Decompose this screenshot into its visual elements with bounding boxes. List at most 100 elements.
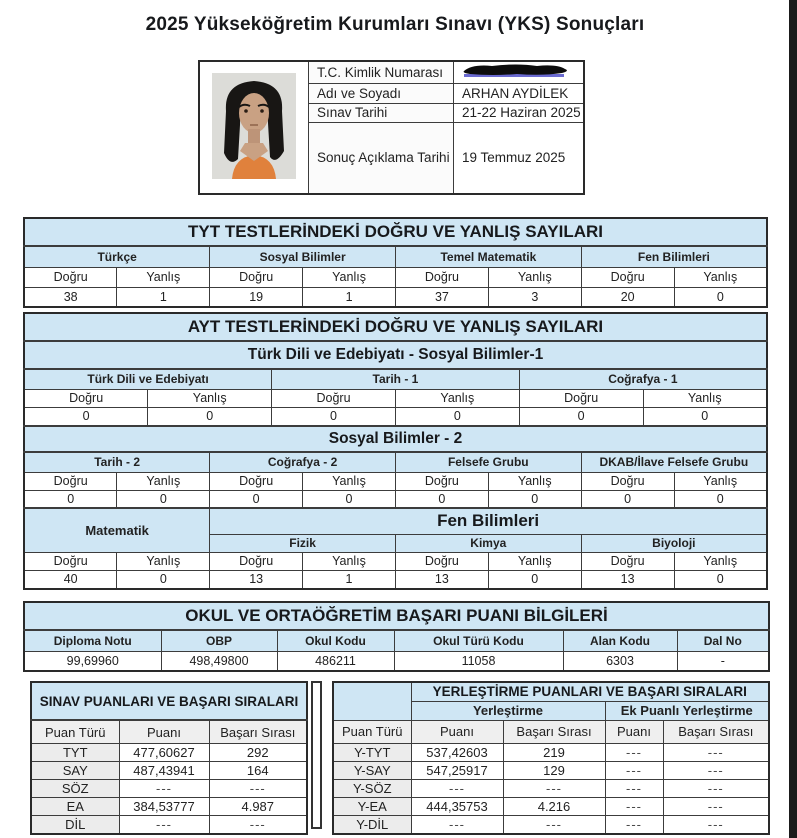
correct-label: Doğru: [580, 266, 675, 288]
ayt-section1-title: Türk Dili ve Edebiyatı - Sosyal Bilimler…: [23, 340, 768, 370]
ayt-subject: DKAB/İlave Felsefe Grubu: [580, 451, 768, 473]
extra-score-rank: ---: [662, 778, 770, 798]
ayt-subject: Kimya: [394, 533, 582, 553]
score-value: ---: [118, 815, 210, 835]
ayt-wrong-value: 0: [642, 406, 768, 427]
ayt-correct-value: 0: [209, 489, 304, 509]
school-value: 11058: [393, 650, 564, 672]
placement-column-header: Başarı Sırası: [502, 719, 606, 744]
wrong-label: Yanlış: [673, 471, 768, 491]
candidate-photo-image: [212, 73, 296, 179]
ayt-wrong-value: 1: [302, 569, 396, 590]
score-rank: ---: [208, 815, 308, 835]
placement-group-extra: Ek Puanlı Yerleştirme: [604, 700, 770, 721]
wrong-label: Yanlış: [487, 551, 582, 571]
ayt-section1-label-row: Doğru Yanlış Doğru Yanlış Doğru Yanlış: [23, 388, 768, 408]
ayt-correct-value: 0: [518, 406, 644, 427]
school-header-row: Diploma Notu OBP Okul Kodu Okul Türü Kod…: [23, 629, 770, 652]
tyt-correct-value: 38: [23, 286, 118, 308]
ayt-wrong-value: 0: [394, 406, 520, 427]
placement-score-row: Y-TYT 537,42603 219 --- ---: [332, 742, 770, 762]
placement-score-row: Y-SAY 547,25917 129 --- ---: [332, 760, 770, 780]
ayt-section2-title-row: Sosyal Bilimler - 2: [23, 425, 768, 453]
ayt-correct-value: 13: [209, 569, 304, 590]
score-type: DİL: [30, 815, 120, 835]
ayt-fen-title: Fen Bilimleri: [209, 507, 768, 535]
school-title: OKUL VE ORTAÖĞRETİM BAŞARI PUANI BİLGİLE…: [23, 601, 770, 631]
placement-scores-table: YERLEŞTİRME PUANLARI VE BAŞARI SIRALARI …: [332, 681, 771, 835]
exam-column-header: Başarı Sırası: [208, 719, 308, 744]
correct-label: Doğru: [23, 551, 118, 571]
score-type: Y-SAY: [332, 760, 412, 780]
correct-label: Doğru: [394, 551, 489, 571]
score-value: 384,53777: [118, 797, 210, 816]
correct-label: Doğru: [580, 471, 675, 491]
tyt-correct-value: 20: [580, 286, 675, 308]
ayt-wrong-value: 0: [302, 489, 396, 509]
identity-label: Sınav Tarihi: [308, 102, 454, 123]
school-column-header: Dal No: [676, 629, 770, 652]
ayt-title: AYT TESTLERİNDEKİ DOĞRU VE YANLIŞ SAYILA…: [23, 312, 768, 342]
identity-value: ARHAN AYDİLEK: [452, 82, 585, 104]
ayt-subject: Coğrafya - 1: [518, 368, 768, 390]
tyt-subject: Sosyal Bilimler: [209, 245, 396, 268]
school-title-row: OKUL VE ORTAÖĞRETİM BAŞARI PUANI BİLGİLE…: [23, 601, 770, 631]
identity-row: Adı ve Soyadı ARHAN AYDİLEK: [199, 82, 585, 104]
school-value: 6303: [562, 650, 678, 672]
ayt-section1-value-row: 0 0 0 0 0 0: [23, 406, 768, 427]
exam-title-row: SINAV PUANLARI VE BAŞARI SIRALARI: [30, 681, 308, 721]
wrong-label: Yanlış: [487, 471, 582, 491]
table-divider-strip: [311, 681, 322, 829]
identity-value: 19 Temmuz 2025: [452, 121, 585, 195]
identity-row: Sonuç Açıklama Tarihi 19 Temmuz 2025: [199, 121, 585, 195]
ayt-subject: Felsefe Grubu: [394, 451, 582, 473]
extra-score-rank: ---: [662, 814, 770, 834]
placement-group-main: Yerleştirme: [410, 700, 606, 721]
exam-column-header-row: Puan Türü Puanı Başarı Sırası: [30, 719, 308, 744]
wrong-label: Yanlış: [147, 388, 273, 408]
tyt-title-row: TYT TESTLERİNDEKİ DOĞRU VE YANLIŞ SAYILA…: [23, 217, 768, 247]
extra-score-value: ---: [604, 778, 664, 798]
identity-label: Sonuç Açıklama Tarihi: [308, 121, 454, 195]
page-title: 2025 Yükseköğretim Kurumları Sınavı (YKS…: [145, 14, 645, 35]
score-value: 537,42603: [410, 742, 504, 762]
school-column-header: Alan Kodu: [562, 629, 678, 652]
exam-score-row: DİL --- ---: [30, 815, 308, 835]
score-type: SAY: [30, 761, 120, 780]
exam-scores-table: SINAV PUANLARI VE BAŞARI SIRALARI Puan T…: [30, 681, 309, 835]
tyt-wrong-value: 1: [116, 286, 211, 308]
ayt-section1-title-row: Türk Dili ve Edebiyatı - Sosyal Bilimler…: [23, 340, 768, 370]
tyt-value-row: 38 1 19 1 37 3 20 0: [23, 286, 768, 308]
placement-column-header-row: Puan Türü Puanı Başarı Sırası Puanı Başa…: [332, 719, 770, 744]
tyt-title: TYT TESTLERİNDEKİ DOĞRU VE YANLIŞ SAYILA…: [23, 217, 768, 247]
placement-column-header: Puanı: [604, 719, 664, 744]
ayt-matematik-header: Matematik: [23, 507, 211, 553]
school-column-header: Okul Türü Kodu: [393, 629, 564, 652]
correct-label: Doğru: [395, 266, 489, 288]
candidate-photo: [198, 60, 309, 195]
score-rank: ---: [208, 779, 308, 798]
score-value: ---: [410, 814, 504, 834]
placement-score-row: Y-SÖZ --- --- --- ---: [332, 778, 770, 798]
extra-score-value: ---: [604, 796, 664, 816]
tyt-wrong-value: 0: [673, 286, 768, 308]
ayt-section3-fen-title-row: Matematik Fen Bilimleri: [23, 507, 768, 553]
score-rank: 219: [502, 742, 606, 762]
identity-label: Adı ve Soyadı: [308, 82, 454, 104]
placement-corner-cell: [332, 681, 412, 721]
exam-column-header: Puan Türü: [30, 719, 120, 744]
score-rank: 292: [208, 743, 308, 762]
tyt-subject: Temel Matematik: [395, 245, 582, 268]
placement-score-row: Y-EA 444,35753 4.216 --- ---: [332, 796, 770, 816]
placement-column-header: Puanı: [410, 719, 504, 744]
tyt-results-table: TYT TESTLERİNDEKİ DOĞRU VE YANLIŞ SAYILA…: [23, 217, 768, 308]
tyt-correct-value: 19: [209, 286, 304, 308]
identity-value-redacted: [452, 60, 585, 84]
exam-score-row: SÖZ --- ---: [30, 779, 308, 798]
redaction-scribble: [463, 64, 567, 77]
ayt-section2-label-row: Doğru Yanlış Doğru Yanlış Doğru Yanlış D…: [23, 471, 768, 491]
ayt-results-table: AYT TESTLERİNDEKİ DOĞRU VE YANLIŞ SAYILA…: [23, 312, 768, 590]
wrong-label: Yanlış: [302, 471, 396, 491]
school-column-header: OBP: [160, 629, 278, 652]
exam-column-header: Puanı: [118, 719, 210, 744]
